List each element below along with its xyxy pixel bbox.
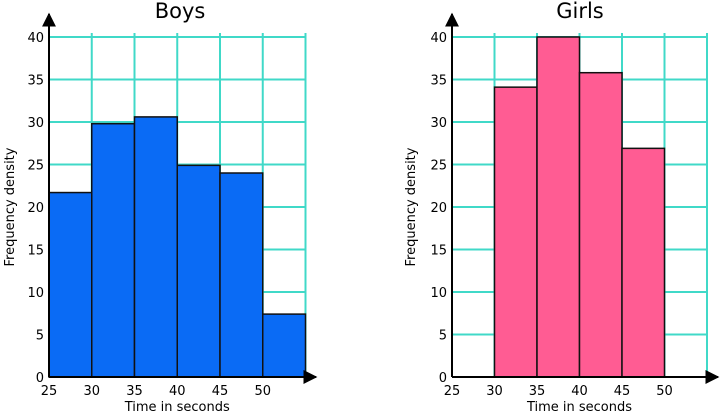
y-axis-label: Frequency density xyxy=(3,147,18,266)
histogram-bar xyxy=(578,71,623,378)
y-tick-labels: 0 5 10 15 20 25 30 35 40 xyxy=(27,31,44,386)
x-tick-labels: 25 30 35 40 45 50 xyxy=(444,384,673,399)
y-tick-label: 25 xyxy=(27,159,44,174)
histogram-bar xyxy=(621,147,666,378)
y-tick-label: 0 xyxy=(36,371,44,386)
chart-title: Boys xyxy=(155,0,206,23)
x-tick-label: 35 xyxy=(126,384,143,399)
chart-title: Girls xyxy=(556,0,604,23)
x-axis-label: Time in seconds xyxy=(124,400,230,412)
bars xyxy=(493,36,666,378)
x-tick-label: 30 xyxy=(486,384,503,399)
y-tick-label: 40 xyxy=(27,31,44,46)
bars xyxy=(48,116,307,378)
y-tick-labels: 0 5 10 15 20 25 30 35 40 xyxy=(430,31,447,386)
x-tick-label: 35 xyxy=(529,384,546,399)
y-tick-label: 20 xyxy=(430,201,447,216)
x-axis-label: Time in seconds xyxy=(526,400,632,412)
histogram-bar xyxy=(262,313,307,378)
histogram-bar xyxy=(176,164,221,378)
x-tick-label: 40 xyxy=(169,384,186,399)
boys-histogram: 25 30 35 40 45 50 0 5 10 15 20 25 30 35 40 Boys Time in … xyxy=(3,0,318,412)
y-tick-label: 10 xyxy=(27,286,44,301)
histogram-bar xyxy=(133,116,178,378)
x-tick-label: 40 xyxy=(571,384,588,399)
y-tick-label: 5 xyxy=(439,329,447,344)
histogram-bar xyxy=(493,86,538,378)
x-tick-label: 45 xyxy=(614,384,631,399)
histogram-bar xyxy=(48,191,93,378)
x-tick-label: 30 xyxy=(83,384,100,399)
y-tick-label: 10 xyxy=(430,286,447,301)
y-tick-label: 30 xyxy=(430,116,447,131)
histogram-bar xyxy=(536,36,581,378)
x-tick-label: 25 xyxy=(444,384,461,399)
y-tick-label: 15 xyxy=(27,244,44,259)
x-tick-label: 50 xyxy=(254,384,271,399)
y-tick-label: 20 xyxy=(27,201,44,216)
y-tick-label: 15 xyxy=(430,244,447,259)
y-tick-label: 35 xyxy=(27,74,44,89)
y-tick-label: 35 xyxy=(430,74,447,89)
x-tick-labels: 25 30 35 40 45 50 xyxy=(41,384,271,399)
y-axis-label: Frequency density xyxy=(404,147,419,266)
x-tick-label: 25 xyxy=(41,384,58,399)
x-tick-label: 50 xyxy=(656,384,673,399)
histogram-bar xyxy=(91,122,136,378)
girls-histogram: 25 30 35 40 45 50 0 5 10 15 20 25 30 35 40 Girls Time in… xyxy=(404,0,720,412)
y-tick-label: 5 xyxy=(36,329,44,344)
y-tick-label: 0 xyxy=(439,371,447,386)
y-tick-label: 40 xyxy=(430,31,447,46)
y-tick-label: 30 xyxy=(27,116,44,131)
y-tick-label: 25 xyxy=(430,159,447,174)
histogram-bar xyxy=(219,172,264,378)
x-tick-label: 45 xyxy=(212,384,229,399)
